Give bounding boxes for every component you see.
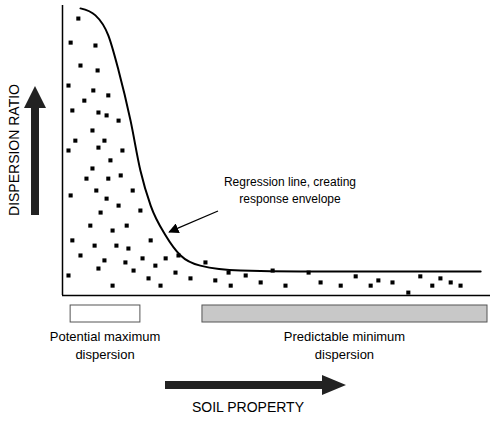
svg-text:Predictable minimumdispersion: Predictable minimumdispersion xyxy=(284,329,405,362)
svg-text:Potential maximumdispersion: Potential maximumdispersion xyxy=(50,329,161,362)
svg-text:Regression line, creatingrespo: Regression line, creatingresponse envelo… xyxy=(224,175,356,206)
svg-text:SOIL PROPERTY: SOIL PROPERTY xyxy=(192,399,305,415)
svg-text:DISPERSION RATIO: DISPERSION RATIO xyxy=(6,84,22,216)
